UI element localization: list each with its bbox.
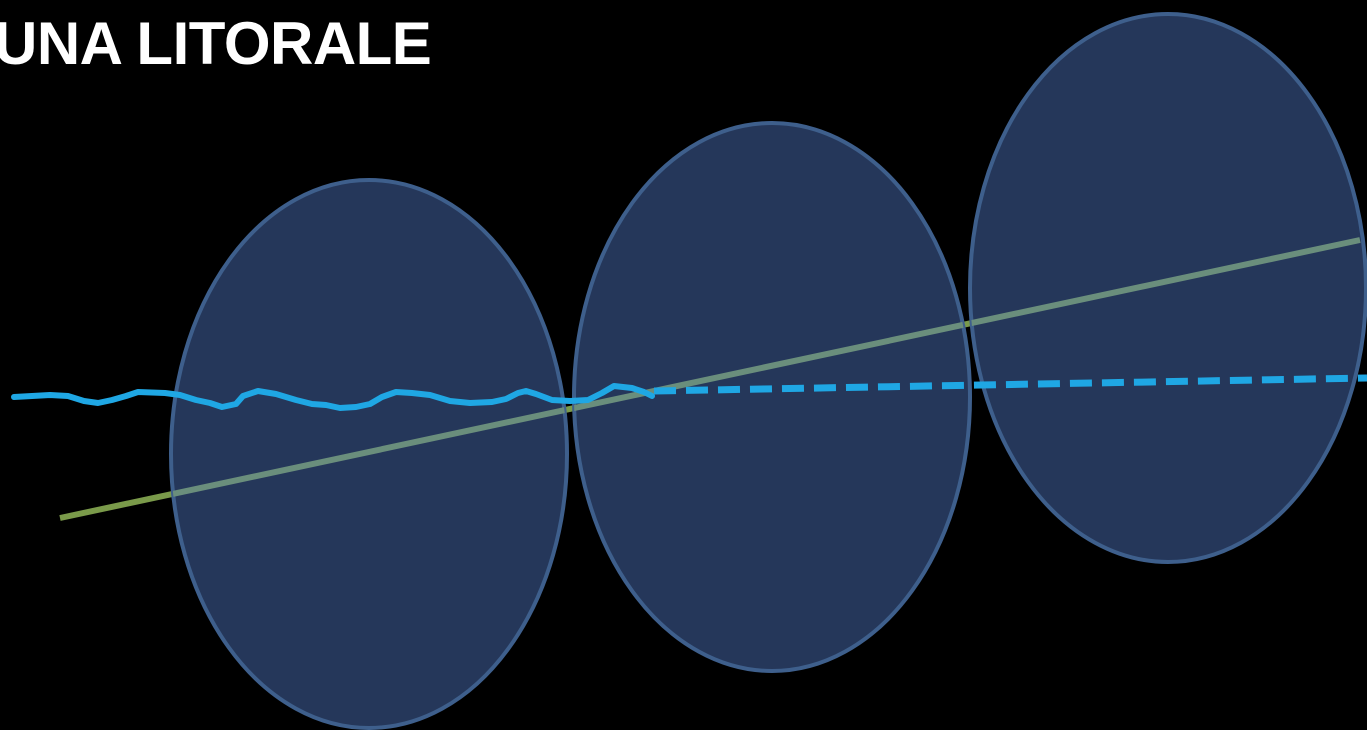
trend-line-overlay bbox=[171, 237, 1361, 521]
ellipse-middle bbox=[572, 121, 972, 673]
coastline-dashed bbox=[653, 374, 1367, 395]
ellipse-group bbox=[169, 12, 1367, 730]
slide-title: UNA LITORALE bbox=[0, 10, 432, 77]
coastline-wavy bbox=[11, 383, 655, 411]
ellipse-right bbox=[968, 12, 1367, 564]
